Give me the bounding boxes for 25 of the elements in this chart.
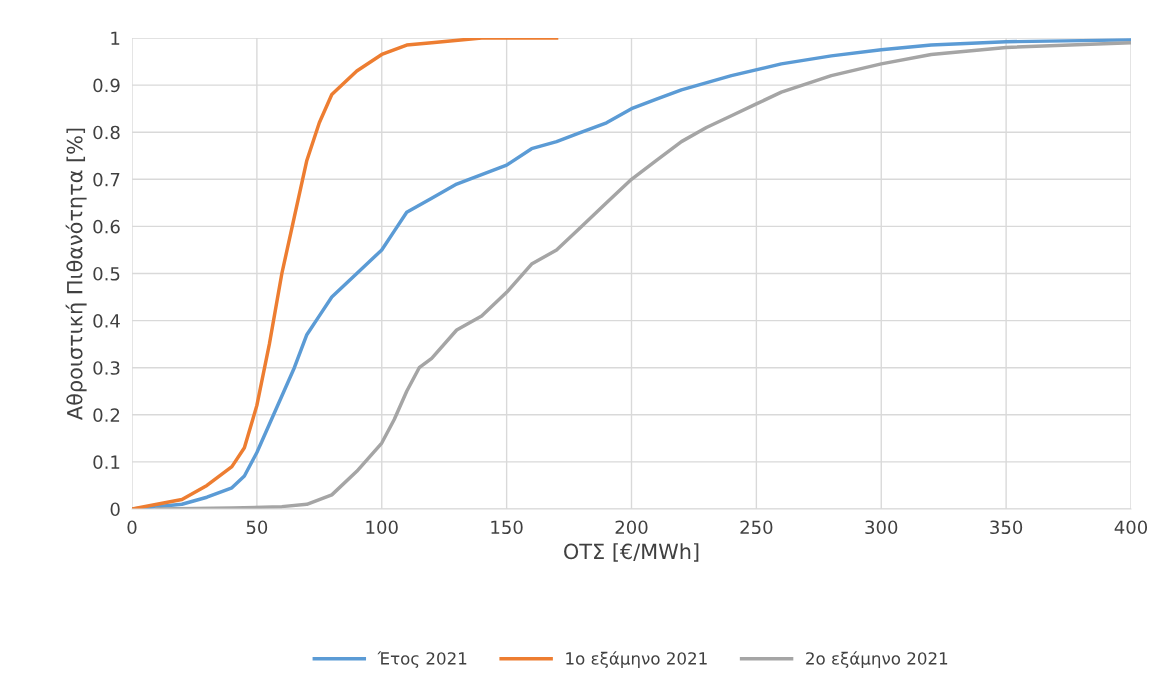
y-tick-label: 0.1	[93, 455, 120, 470]
x-tick-label: 200	[615, 520, 648, 535]
y-tick-label: 0.9	[93, 78, 120, 93]
y-tick-label: 0.3	[93, 361, 120, 375]
y-tick-label: 0	[110, 502, 120, 517]
x-tick-label: 350	[990, 520, 1023, 535]
legend-label: Έτος 2021	[377, 651, 467, 668]
y-tick-label: 0.8	[93, 125, 120, 140]
y-tick-label: 0.5	[93, 266, 120, 281]
y-tick-label: 1	[111, 31, 120, 45]
y-tick-label: 0.4	[93, 314, 120, 328]
y-tick-label: 0.7	[93, 172, 120, 187]
y-tick-label: 0.6	[93, 219, 120, 234]
x-axis-title: ΟΤΣ [€/MWh]	[564, 543, 699, 562]
y-axis-title: Αθροιστική Πιθανότητα [%]	[65, 128, 87, 420]
legend-label: 2ο εξάμηνο 2021	[806, 651, 948, 668]
x-tick-label: 150	[491, 520, 523, 535]
x-tick-label: 0	[127, 520, 137, 535]
x-tick-label: 50	[246, 520, 268, 535]
x-tick-label: 100	[366, 520, 398, 535]
legend-label: 1ο εξάμηνο 2021	[566, 651, 707, 668]
x-tick-label: 300	[865, 520, 898, 535]
x-tick-label: 400	[1114, 520, 1148, 535]
y-tick-label: 0.2	[93, 408, 120, 422]
x-tick-label: 250	[740, 520, 773, 535]
